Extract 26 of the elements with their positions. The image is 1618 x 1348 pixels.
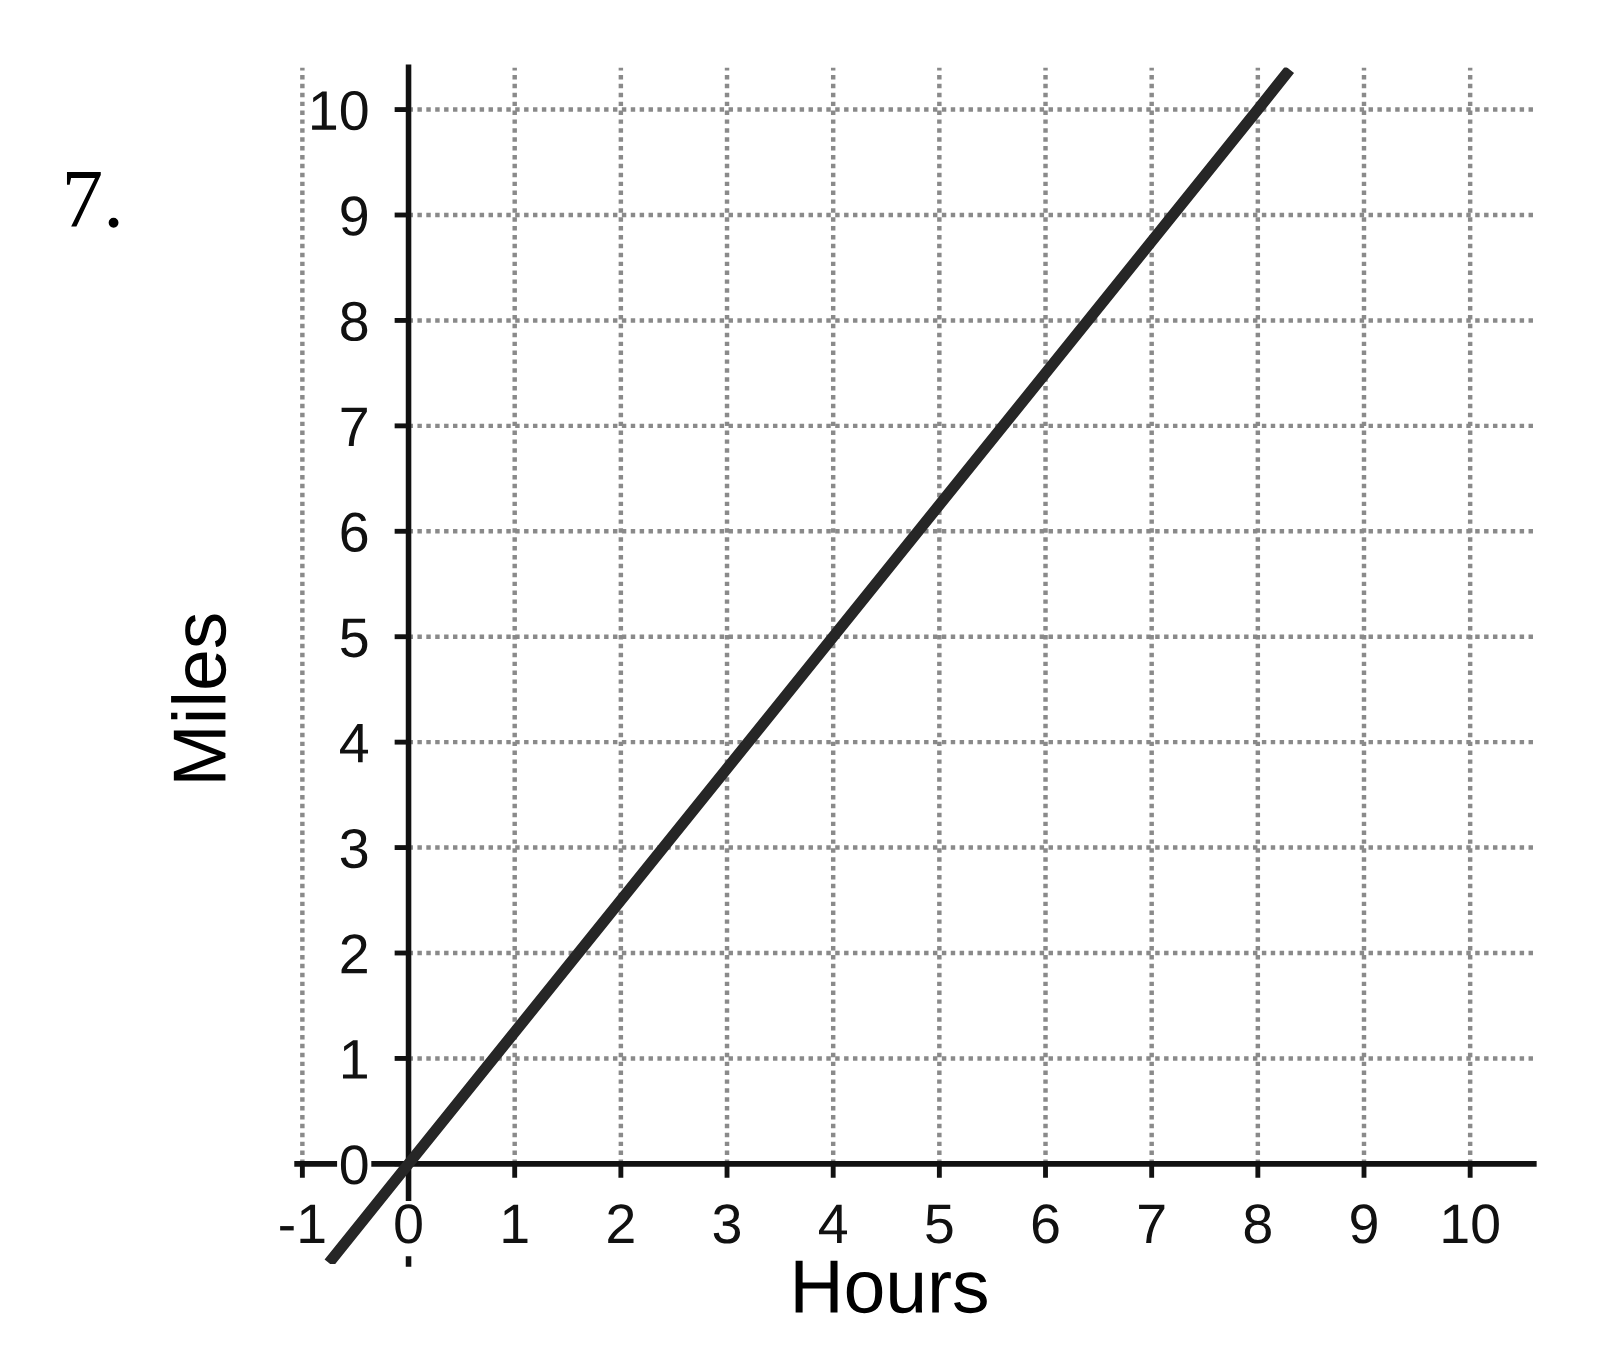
x-tick-label: 2: [608, 1204, 634, 1244]
text: 7.: [66, 171, 119, 228]
x-tick-label: 9: [1351, 1204, 1377, 1244]
x-tick-label: 10: [1443, 1204, 1499, 1244]
y-tick-label: 8: [341, 301, 368, 342]
x-tick-label: 4: [819, 1204, 848, 1244]
x-tick-label: 3: [713, 1204, 741, 1244]
y-tick-label: 6: [341, 512, 368, 552]
y-tick-label: 4: [340, 724, 369, 763]
x-tick-label: 5: [926, 1204, 953, 1244]
y-axis-title: Miles: [171, 614, 227, 781]
y-tick-label: 0: [340, 1145, 368, 1185]
y-tick-label: 10: [312, 90, 368, 131]
x-tick-label: 1: [503, 1204, 528, 1244]
y-tick-label: 3: [340, 828, 368, 869]
y-tick-label: 7: [341, 407, 367, 446]
x-tick-label: -1: [280, 1204, 325, 1244]
x-tick-label: 6: [1032, 1204, 1059, 1244]
x-tick-label: 7: [1139, 1204, 1165, 1244]
x-tick-label: 0: [395, 1204, 422, 1244]
y-tick-label: 2: [341, 934, 367, 974]
y-tick-label: 5: [340, 618, 368, 658]
x-axis-title: Hours: [795, 1260, 987, 1314]
y-tick-label: 9: [341, 196, 368, 236]
y-tick-label: 1: [342, 1040, 367, 1079]
x-tick-label: 8: [1244, 1204, 1271, 1244]
